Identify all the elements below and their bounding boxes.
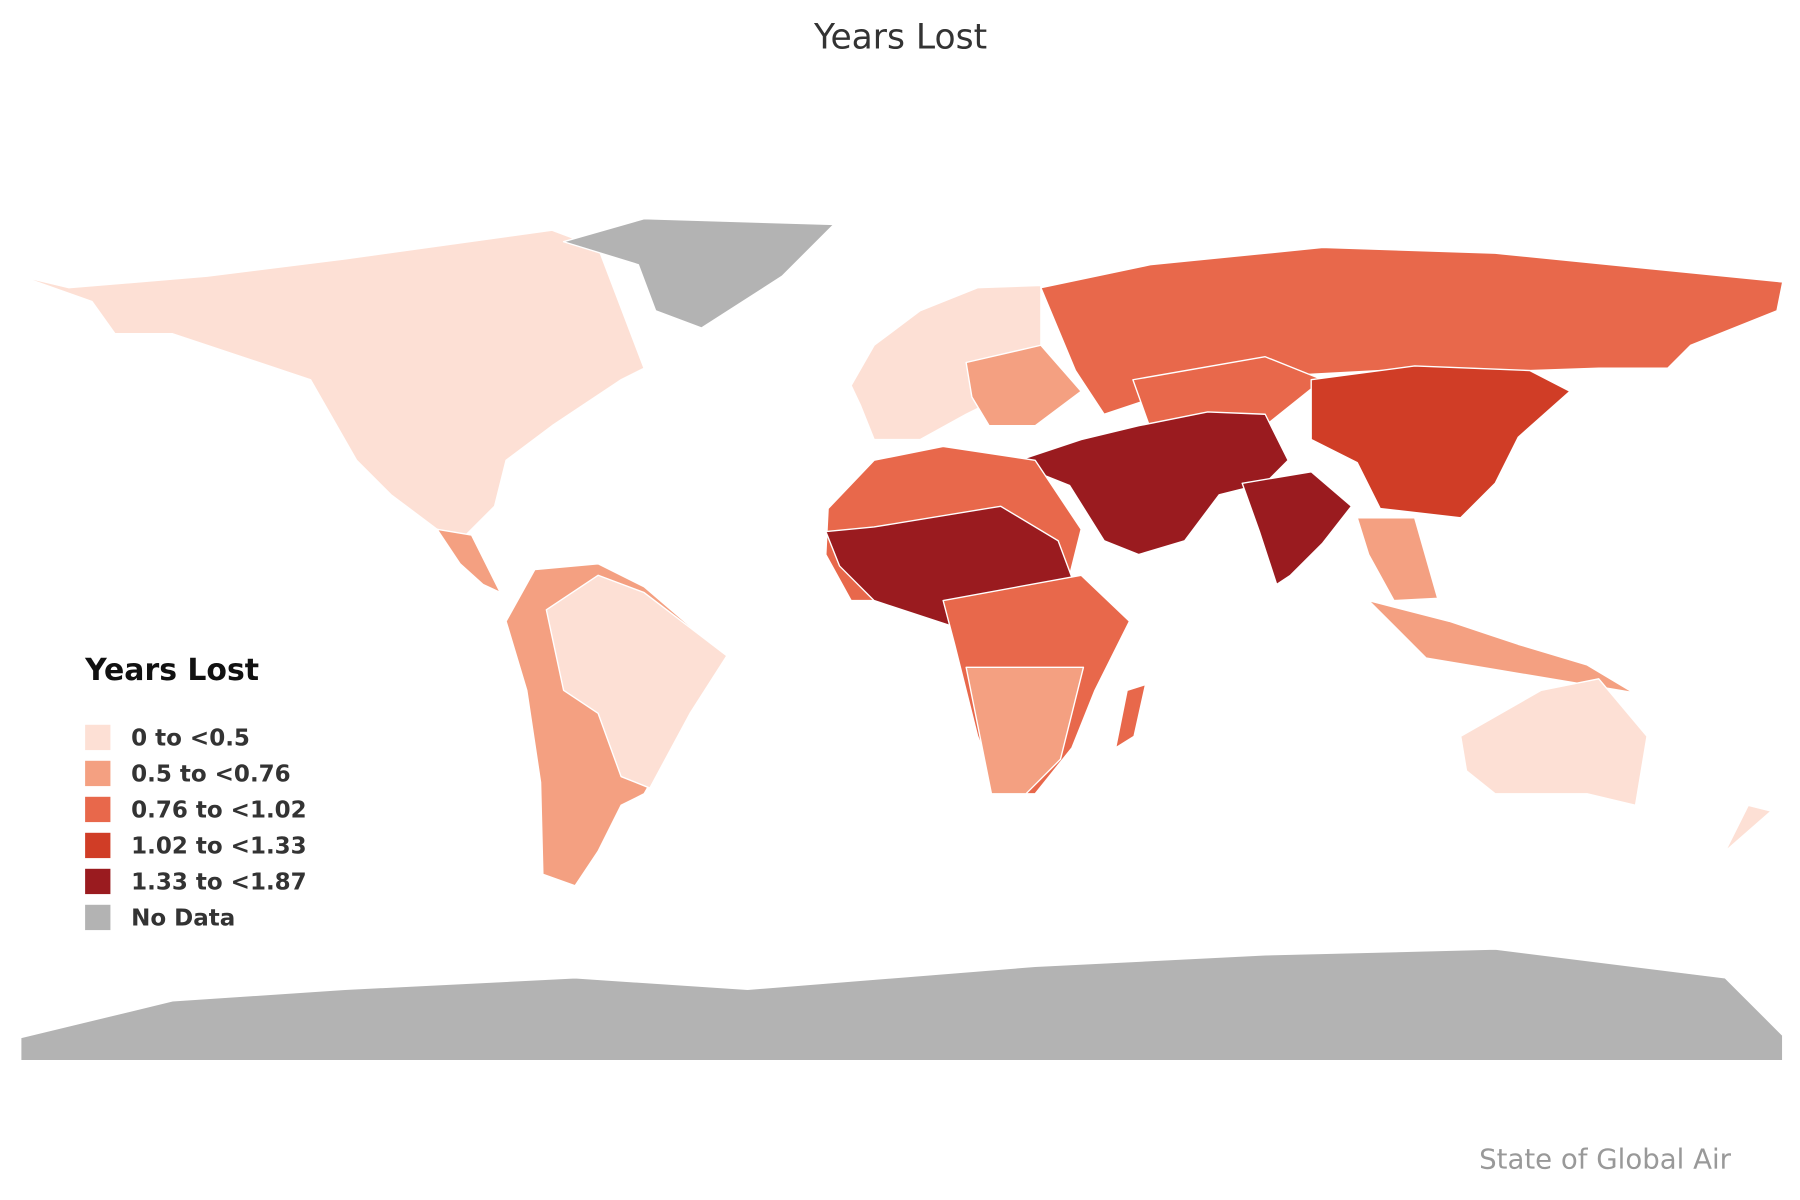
indonesia (1368, 599, 1634, 694)
map (20, 218, 1784, 1062)
legend-swatch (85, 904, 111, 931)
brazil (545, 574, 728, 789)
southern-africa (965, 666, 1085, 795)
australia (1460, 678, 1648, 806)
legend-swatch (85, 724, 111, 751)
legend-swatch (85, 832, 111, 859)
madagascar (1114, 683, 1147, 749)
central-asia (1132, 356, 1324, 429)
eastern-europe (965, 344, 1082, 427)
china (1310, 365, 1571, 519)
greenland (562, 218, 835, 329)
legend: 0 to <0.5 0.5 to <0.76 0.76 to <1.02 1.02 t… (85, 724, 307, 931)
legend-swatch (85, 796, 111, 823)
credit: State of Global Air (1479, 1143, 1732, 1176)
legend-label: 1.02 to <1.33 (131, 833, 307, 859)
legend-swatch (85, 760, 111, 787)
southeast-asia (1356, 517, 1439, 602)
legend-label: 1.33 to <1.87 (131, 869, 307, 895)
legend-label: 0.5 to <0.76 (131, 761, 291, 787)
legend-label: No Data (131, 905, 235, 931)
india (1241, 471, 1353, 586)
legend-label: 0.76 to <1.02 (131, 797, 307, 823)
legend-label: 0 to <0.5 (131, 725, 250, 751)
new-zealand (1724, 804, 1772, 852)
north-america (20, 229, 645, 542)
chart-title: Years Lost (813, 17, 987, 57)
central-america (436, 528, 502, 594)
antarctica (20, 948, 1784, 1062)
legend-swatch (85, 868, 111, 895)
legend-title: Years Lost (84, 653, 259, 688)
